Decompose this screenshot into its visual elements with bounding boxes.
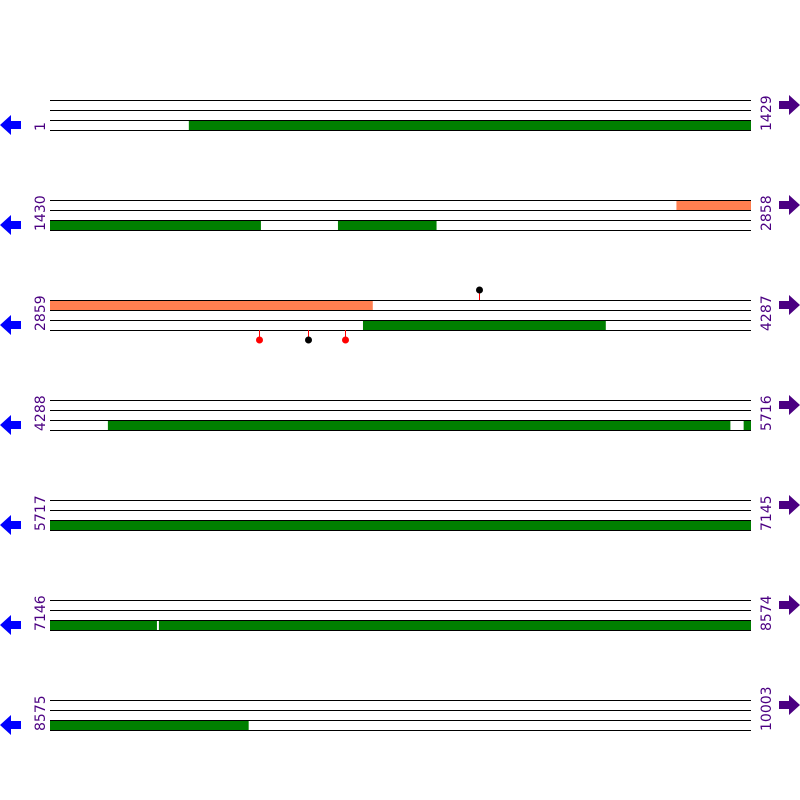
cds-feature[interactable] xyxy=(188,120,752,130)
row-start-label: 4288 xyxy=(33,395,49,431)
marker-head[interactable] xyxy=(476,286,483,294)
cds-feature[interactable] xyxy=(50,520,751,530)
row-start-label: 2859 xyxy=(33,295,49,331)
region-feature[interactable] xyxy=(676,200,751,210)
sequence-row: 5717 7145 xyxy=(0,495,800,535)
arrow-right-icon[interactable] xyxy=(779,695,800,715)
sequence-row: 2859 4287 xyxy=(0,286,800,344)
row-end-label: 4287 xyxy=(759,295,775,331)
sequence-row: 4288 5716 xyxy=(0,395,800,435)
cds-feature[interactable] xyxy=(743,420,751,430)
arrow-right-icon[interactable] xyxy=(779,95,800,115)
row-start-label: 8575 xyxy=(33,695,49,731)
sequence-row: 1 1429 xyxy=(0,95,800,135)
arrow-right-icon[interactable] xyxy=(779,195,800,215)
arrow-right-icon[interactable] xyxy=(779,295,800,315)
arrow-left-icon[interactable] xyxy=(0,315,21,335)
cds-feature[interactable] xyxy=(107,420,731,430)
arrow-right-icon[interactable] xyxy=(779,495,800,515)
row-end-label: 7145 xyxy=(759,495,775,531)
marker-head[interactable] xyxy=(256,336,263,344)
row-end-label: 2858 xyxy=(759,195,775,231)
marker-head[interactable] xyxy=(305,336,312,344)
arrow-right-icon[interactable] xyxy=(779,595,800,615)
row-start-label: 7146 xyxy=(33,595,49,631)
arrow-left-icon[interactable] xyxy=(0,215,21,235)
cds-feature[interactable] xyxy=(337,220,437,230)
row-start-label: 5717 xyxy=(33,495,49,531)
row-end-label: 5716 xyxy=(759,395,775,431)
arrow-left-icon[interactable] xyxy=(0,115,21,135)
row-start-label: 1430 xyxy=(33,195,49,231)
cds-feature[interactable] xyxy=(50,620,157,630)
sequence-row: 8575 10003 xyxy=(0,686,800,735)
cds-feature[interactable] xyxy=(158,620,752,630)
sequence-row: 7146 8574 xyxy=(0,595,800,635)
row-end-label: 1429 xyxy=(759,95,775,131)
arrow-left-icon[interactable] xyxy=(0,615,21,635)
marker-head[interactable] xyxy=(342,336,349,344)
region-feature[interactable] xyxy=(50,300,373,310)
sequence-row: 1430 2858 xyxy=(0,195,800,235)
row-end-label: 8574 xyxy=(759,595,775,631)
cds-feature[interactable] xyxy=(50,720,249,730)
arrow-left-icon[interactable] xyxy=(0,715,21,735)
cds-feature[interactable] xyxy=(362,320,606,330)
arrow-left-icon[interactable] xyxy=(0,415,21,435)
row-start-label: 1 xyxy=(33,122,49,131)
row-end-label: 10003 xyxy=(759,686,775,731)
arrow-right-icon[interactable] xyxy=(779,395,800,415)
cds-feature[interactable] xyxy=(50,220,261,230)
arrow-left-icon[interactable] xyxy=(0,515,21,535)
